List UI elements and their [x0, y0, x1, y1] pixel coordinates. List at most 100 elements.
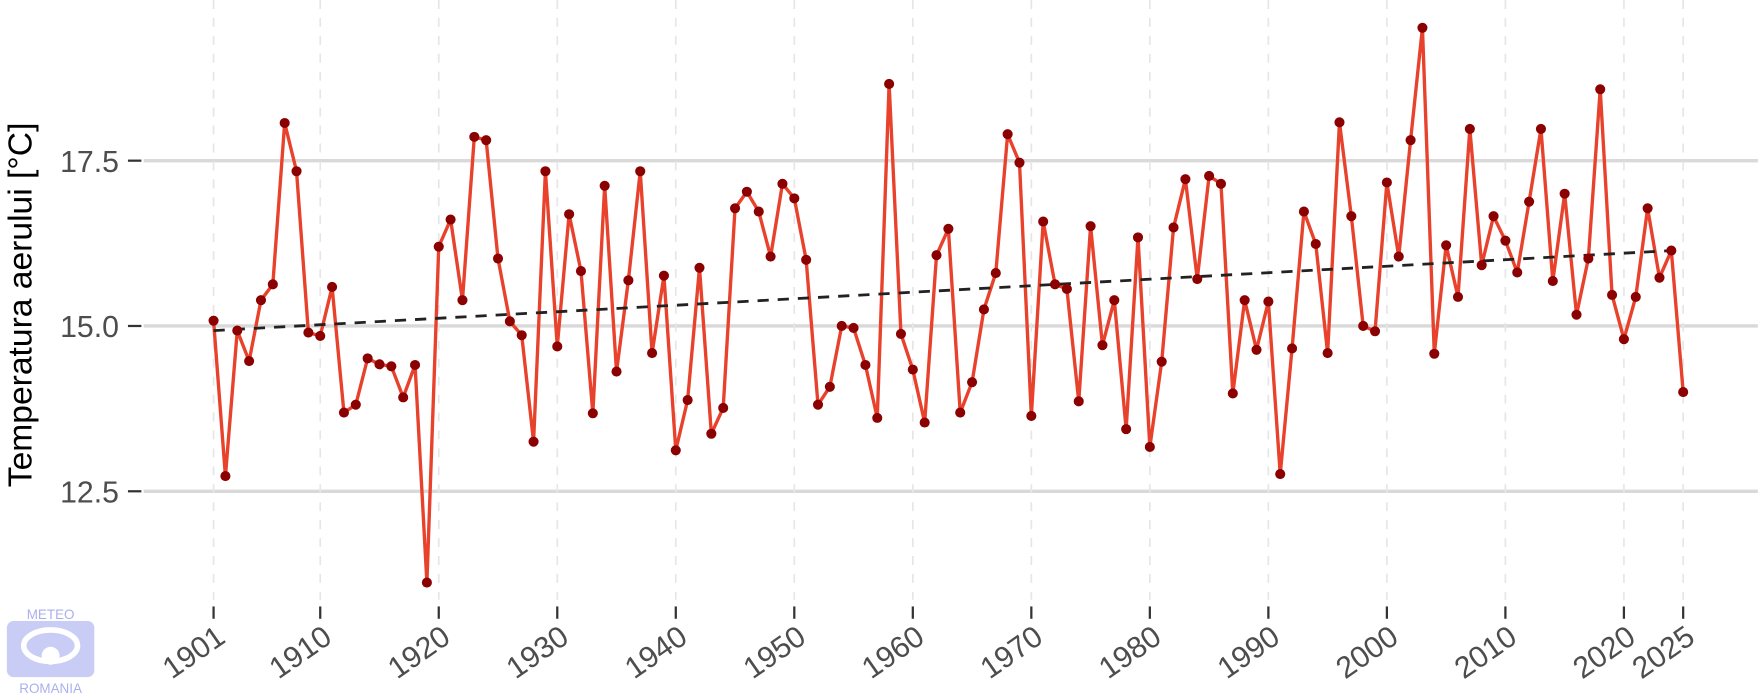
- data-point: [1073, 396, 1084, 407]
- data-point: [1168, 222, 1179, 233]
- x-tick-label: 1930: [501, 620, 575, 686]
- data-point: [635, 166, 646, 177]
- data-point: [528, 436, 539, 447]
- data-point: [255, 295, 267, 306]
- data-point: [1049, 279, 1061, 290]
- data-point: [327, 281, 338, 293]
- data-point: [1547, 275, 1558, 287]
- data-point: [540, 166, 551, 177]
- data-point: [1571, 309, 1582, 320]
- data-point: [967, 377, 978, 388]
- data-point: [1192, 273, 1203, 285]
- x-tick-label: 1910: [264, 620, 338, 686]
- data-point: [670, 445, 681, 456]
- data-point: [1156, 356, 1167, 367]
- x-tick-label: 2010: [1449, 620, 1523, 686]
- x-tick-label: 2025: [1627, 620, 1701, 686]
- data-point: [410, 359, 421, 371]
- data-point: [931, 250, 942, 261]
- data-point: [1109, 295, 1120, 306]
- data-point: [492, 253, 504, 264]
- data-point: [1239, 295, 1250, 306]
- x-tick-label: 2000: [1330, 620, 1404, 686]
- data-point: [1441, 240, 1452, 251]
- data-point: [445, 214, 456, 225]
- data-point: [1393, 251, 1404, 262]
- data-point: [338, 407, 349, 418]
- data-point: [824, 381, 835, 392]
- data-point: [1227, 388, 1238, 399]
- data-point: [575, 266, 587, 277]
- data-point: [836, 320, 847, 332]
- data-point: [1204, 170, 1215, 181]
- data-point: [1144, 441, 1155, 453]
- data-point: [1417, 22, 1428, 33]
- data-point: [421, 577, 432, 588]
- data-point: [860, 359, 871, 371]
- data-point: [647, 348, 658, 359]
- data-point: [1369, 326, 1381, 337]
- data-point: [232, 325, 243, 336]
- data-point: [208, 315, 219, 326]
- data-point: [789, 193, 800, 204]
- y-axis-label: Temperatura aerului [°C]: [3, 123, 40, 488]
- x-tick-label: 2020: [1567, 620, 1641, 686]
- x-tick-label: 1990: [1212, 620, 1286, 686]
- data-point: [398, 392, 409, 403]
- data-point: [884, 78, 895, 90]
- data-point: [516, 330, 527, 341]
- data-point: [801, 254, 812, 265]
- data-point: [1358, 320, 1369, 332]
- data-point: [955, 407, 966, 418]
- data-point: [1180, 174, 1191, 185]
- data-point: [919, 417, 930, 428]
- x-tick-label: 1960: [856, 620, 930, 686]
- x-tick-label: 1920: [382, 620, 456, 686]
- data-point: [1275, 469, 1286, 480]
- data-point: [1287, 343, 1298, 354]
- data-point: [1512, 267, 1523, 278]
- grid: 12.5 15.0 17.5 1901 1910 1920 1930 1940 1950 1960…: [60, 0, 1758, 686]
- data-point: [350, 399, 361, 410]
- data-point: [611, 366, 622, 377]
- data-point: [1405, 135, 1416, 146]
- data-point: [1038, 216, 1049, 227]
- data-point: [1535, 123, 1546, 134]
- x-tick-label: 1950: [738, 620, 812, 686]
- data-point: [1595, 84, 1606, 95]
- data-point: [1132, 232, 1144, 243]
- data-point: [1251, 344, 1262, 355]
- data-point: [812, 399, 824, 410]
- logo-text: METEO: [27, 607, 75, 622]
- data-point: [1097, 340, 1108, 351]
- logo-sun: [41, 646, 60, 665]
- data-point: [362, 353, 373, 364]
- data-point: [1085, 221, 1096, 232]
- marks: [208, 22, 1689, 588]
- x-tick-label: 1970: [975, 620, 1049, 686]
- y-tick-label: 17.5: [60, 146, 119, 179]
- data-point: [978, 304, 989, 315]
- data-point: [1452, 291, 1464, 302]
- data-line: [211, 26, 1685, 585]
- data-point: [741, 186, 752, 197]
- data-point: [706, 428, 717, 439]
- data-point: [303, 327, 314, 338]
- data-point: [1488, 211, 1499, 222]
- data-point: [1026, 410, 1037, 421]
- data-point: [1061, 283, 1072, 294]
- data-point: [291, 166, 302, 177]
- data-point: [1500, 235, 1511, 246]
- y-tick-label: 12.5: [60, 476, 119, 509]
- data-point: [1263, 296, 1274, 307]
- x-tick-label: 1901: [157, 620, 231, 686]
- data-point: [777, 178, 788, 189]
- data-point: [1346, 211, 1357, 222]
- data-point: [848, 322, 859, 334]
- data-point: [433, 241, 444, 252]
- data-point: [907, 364, 918, 375]
- data-point: [469, 131, 480, 142]
- data-point: [587, 408, 598, 419]
- data-point: [1607, 289, 1618, 300]
